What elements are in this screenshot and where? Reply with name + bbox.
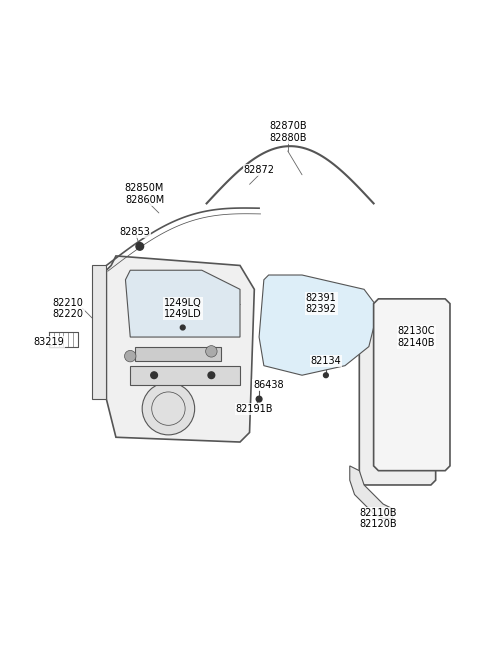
- Polygon shape: [107, 256, 254, 442]
- Polygon shape: [125, 271, 240, 337]
- Polygon shape: [373, 299, 450, 471]
- Polygon shape: [350, 466, 393, 518]
- Circle shape: [124, 350, 136, 362]
- Text: 82134: 82134: [311, 356, 341, 366]
- Text: 1249LQ
1249LD: 1249LQ 1249LD: [164, 297, 202, 319]
- Text: 82870B
82880B: 82870B 82880B: [269, 121, 307, 143]
- Text: 82391
82392: 82391 82392: [306, 293, 336, 314]
- Polygon shape: [135, 346, 221, 361]
- Circle shape: [208, 372, 215, 379]
- Text: 83219: 83219: [34, 337, 64, 346]
- Text: 82853: 82853: [120, 227, 150, 237]
- Text: 86438: 86438: [253, 380, 284, 390]
- Text: 82210
82220: 82210 82220: [53, 297, 84, 319]
- Circle shape: [136, 242, 144, 250]
- Circle shape: [205, 346, 217, 357]
- Text: 82191B: 82191B: [236, 403, 273, 413]
- Circle shape: [180, 325, 185, 330]
- Text: 82872: 82872: [243, 165, 275, 175]
- Circle shape: [151, 372, 157, 379]
- Polygon shape: [130, 365, 240, 384]
- Polygon shape: [92, 265, 107, 399]
- Text: 82850M
82860M: 82850M 82860M: [125, 183, 164, 204]
- Polygon shape: [360, 313, 436, 485]
- Polygon shape: [259, 275, 378, 375]
- Circle shape: [256, 396, 262, 402]
- Circle shape: [324, 373, 328, 378]
- Text: 82110B
82120B: 82110B 82120B: [360, 508, 397, 529]
- Text: 82130C
82140B: 82130C 82140B: [398, 326, 435, 348]
- Circle shape: [142, 383, 195, 435]
